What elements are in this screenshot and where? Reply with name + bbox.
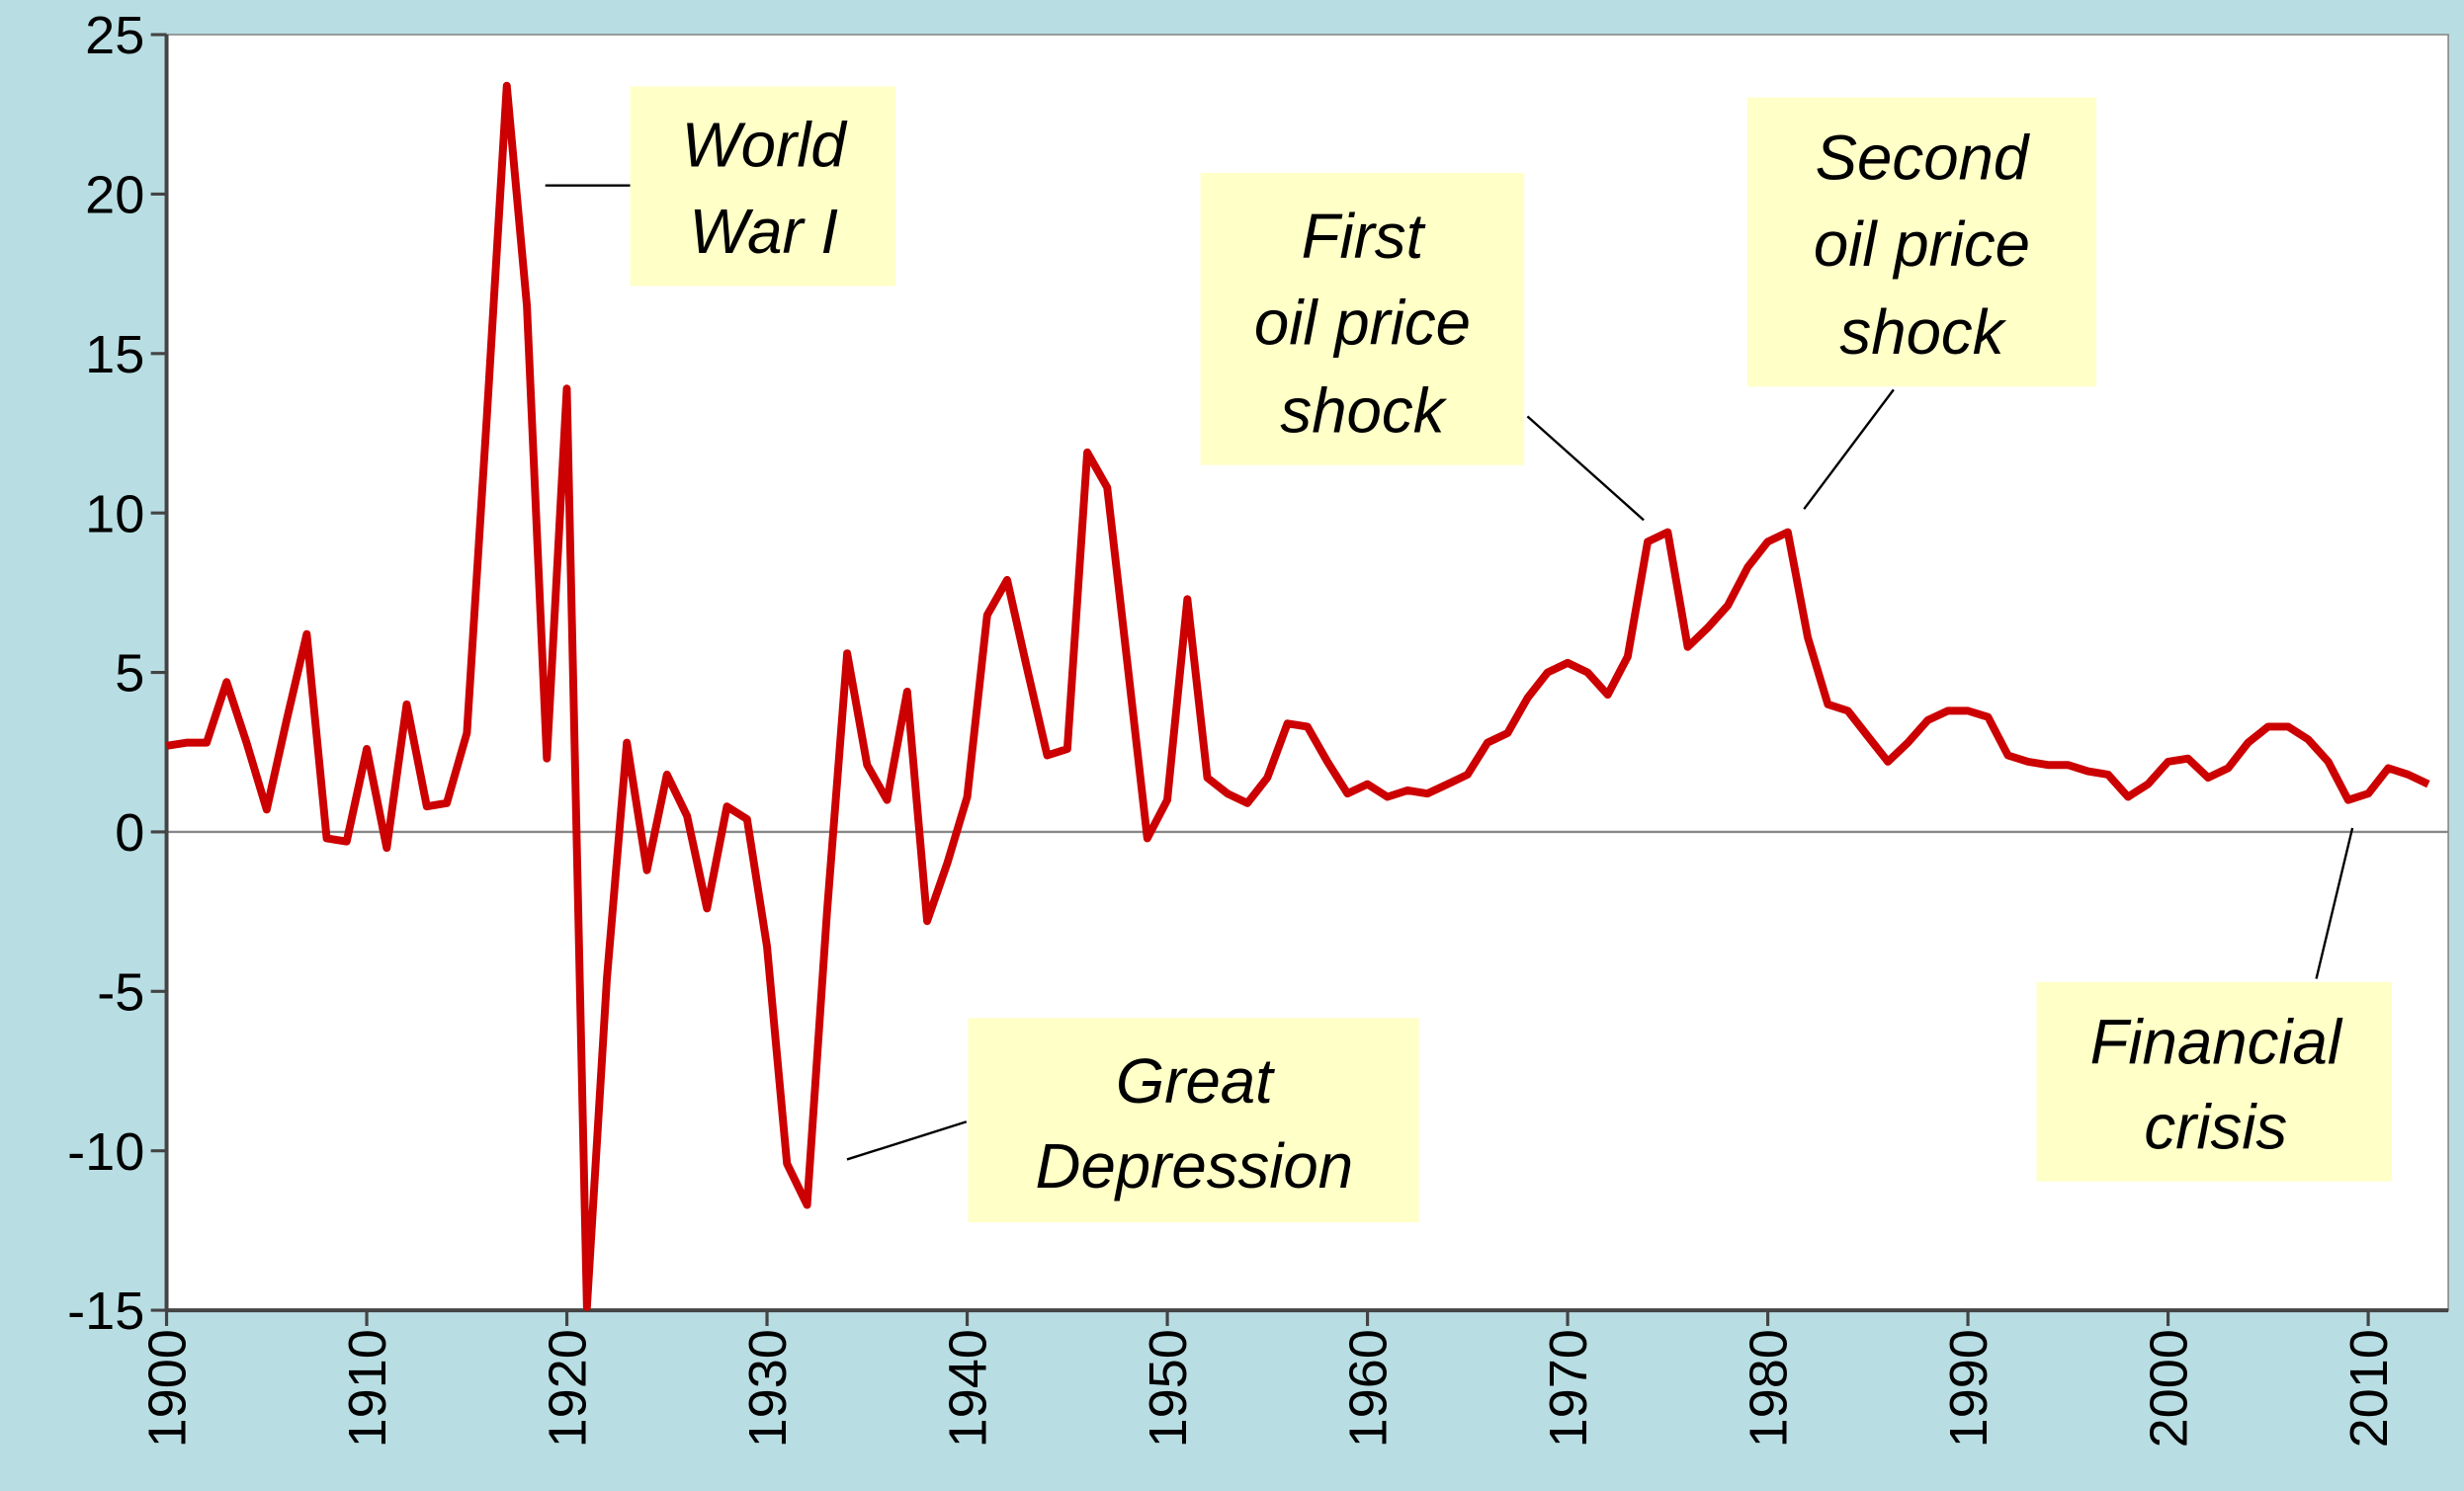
annotation-box — [968, 1018, 1419, 1223]
annotation-leader — [1803, 388, 1895, 510]
x-tick-label: 1950 — [1139, 1329, 1198, 1448]
annotation-text: Second — [1816, 123, 2031, 193]
y-tick-label: -10 — [67, 1122, 144, 1182]
annotation-text: War I — [689, 197, 838, 267]
annotation-text: World — [682, 111, 849, 181]
y-tick-label: -5 — [97, 962, 144, 1022]
y-tick-label: 5 — [115, 644, 144, 704]
x-tick-label: 1900 — [138, 1329, 198, 1448]
x-tick-label: 1920 — [539, 1329, 598, 1448]
annotation-text: Financial — [2090, 1007, 2343, 1077]
y-tick-label: 10 — [85, 484, 144, 543]
annotation-text: Depression — [1036, 1131, 1354, 1201]
annotation-leader — [2315, 827, 2354, 979]
x-tick-label: 2010 — [2339, 1329, 2399, 1448]
x-tick-label: 1970 — [1539, 1329, 1598, 1448]
annotation-box — [2036, 981, 2392, 1182]
annotation-leader — [1526, 415, 1645, 522]
y-tick-label: 20 — [85, 166, 144, 225]
annotation-text: Great — [1116, 1046, 1275, 1117]
annotation-leader — [846, 1120, 968, 1161]
y-tick-label: -15 — [67, 1282, 144, 1341]
x-tick-label: 1980 — [1740, 1329, 1799, 1448]
data-line — [165, 81, 2430, 1311]
annotation-text: oil price — [1254, 288, 1471, 358]
annotation-text: crisis — [2144, 1092, 2287, 1162]
y-tick-label: 15 — [85, 325, 144, 384]
x-tick-label: 2000 — [2140, 1329, 2199, 1448]
y-tick-label: 25 — [85, 6, 144, 65]
annotation-box — [1200, 172, 1525, 465]
x-tick-label: 1930 — [738, 1329, 798, 1448]
annotation-text: shock — [1839, 297, 2006, 368]
x-tick-label: 1910 — [338, 1329, 397, 1448]
annotation-box — [1746, 97, 2096, 387]
annotation-text: shock — [1280, 375, 1447, 446]
x-tick-label: 1940 — [939, 1329, 998, 1448]
x-tick-label: 1990 — [1939, 1329, 1998, 1448]
y-tick-label: 0 — [115, 803, 144, 863]
annotation-box — [630, 86, 896, 287]
annotation-text: oil price — [1814, 209, 2030, 280]
x-tick-label: 1960 — [1339, 1329, 1399, 1448]
annotation-text: First — [1302, 202, 1426, 272]
